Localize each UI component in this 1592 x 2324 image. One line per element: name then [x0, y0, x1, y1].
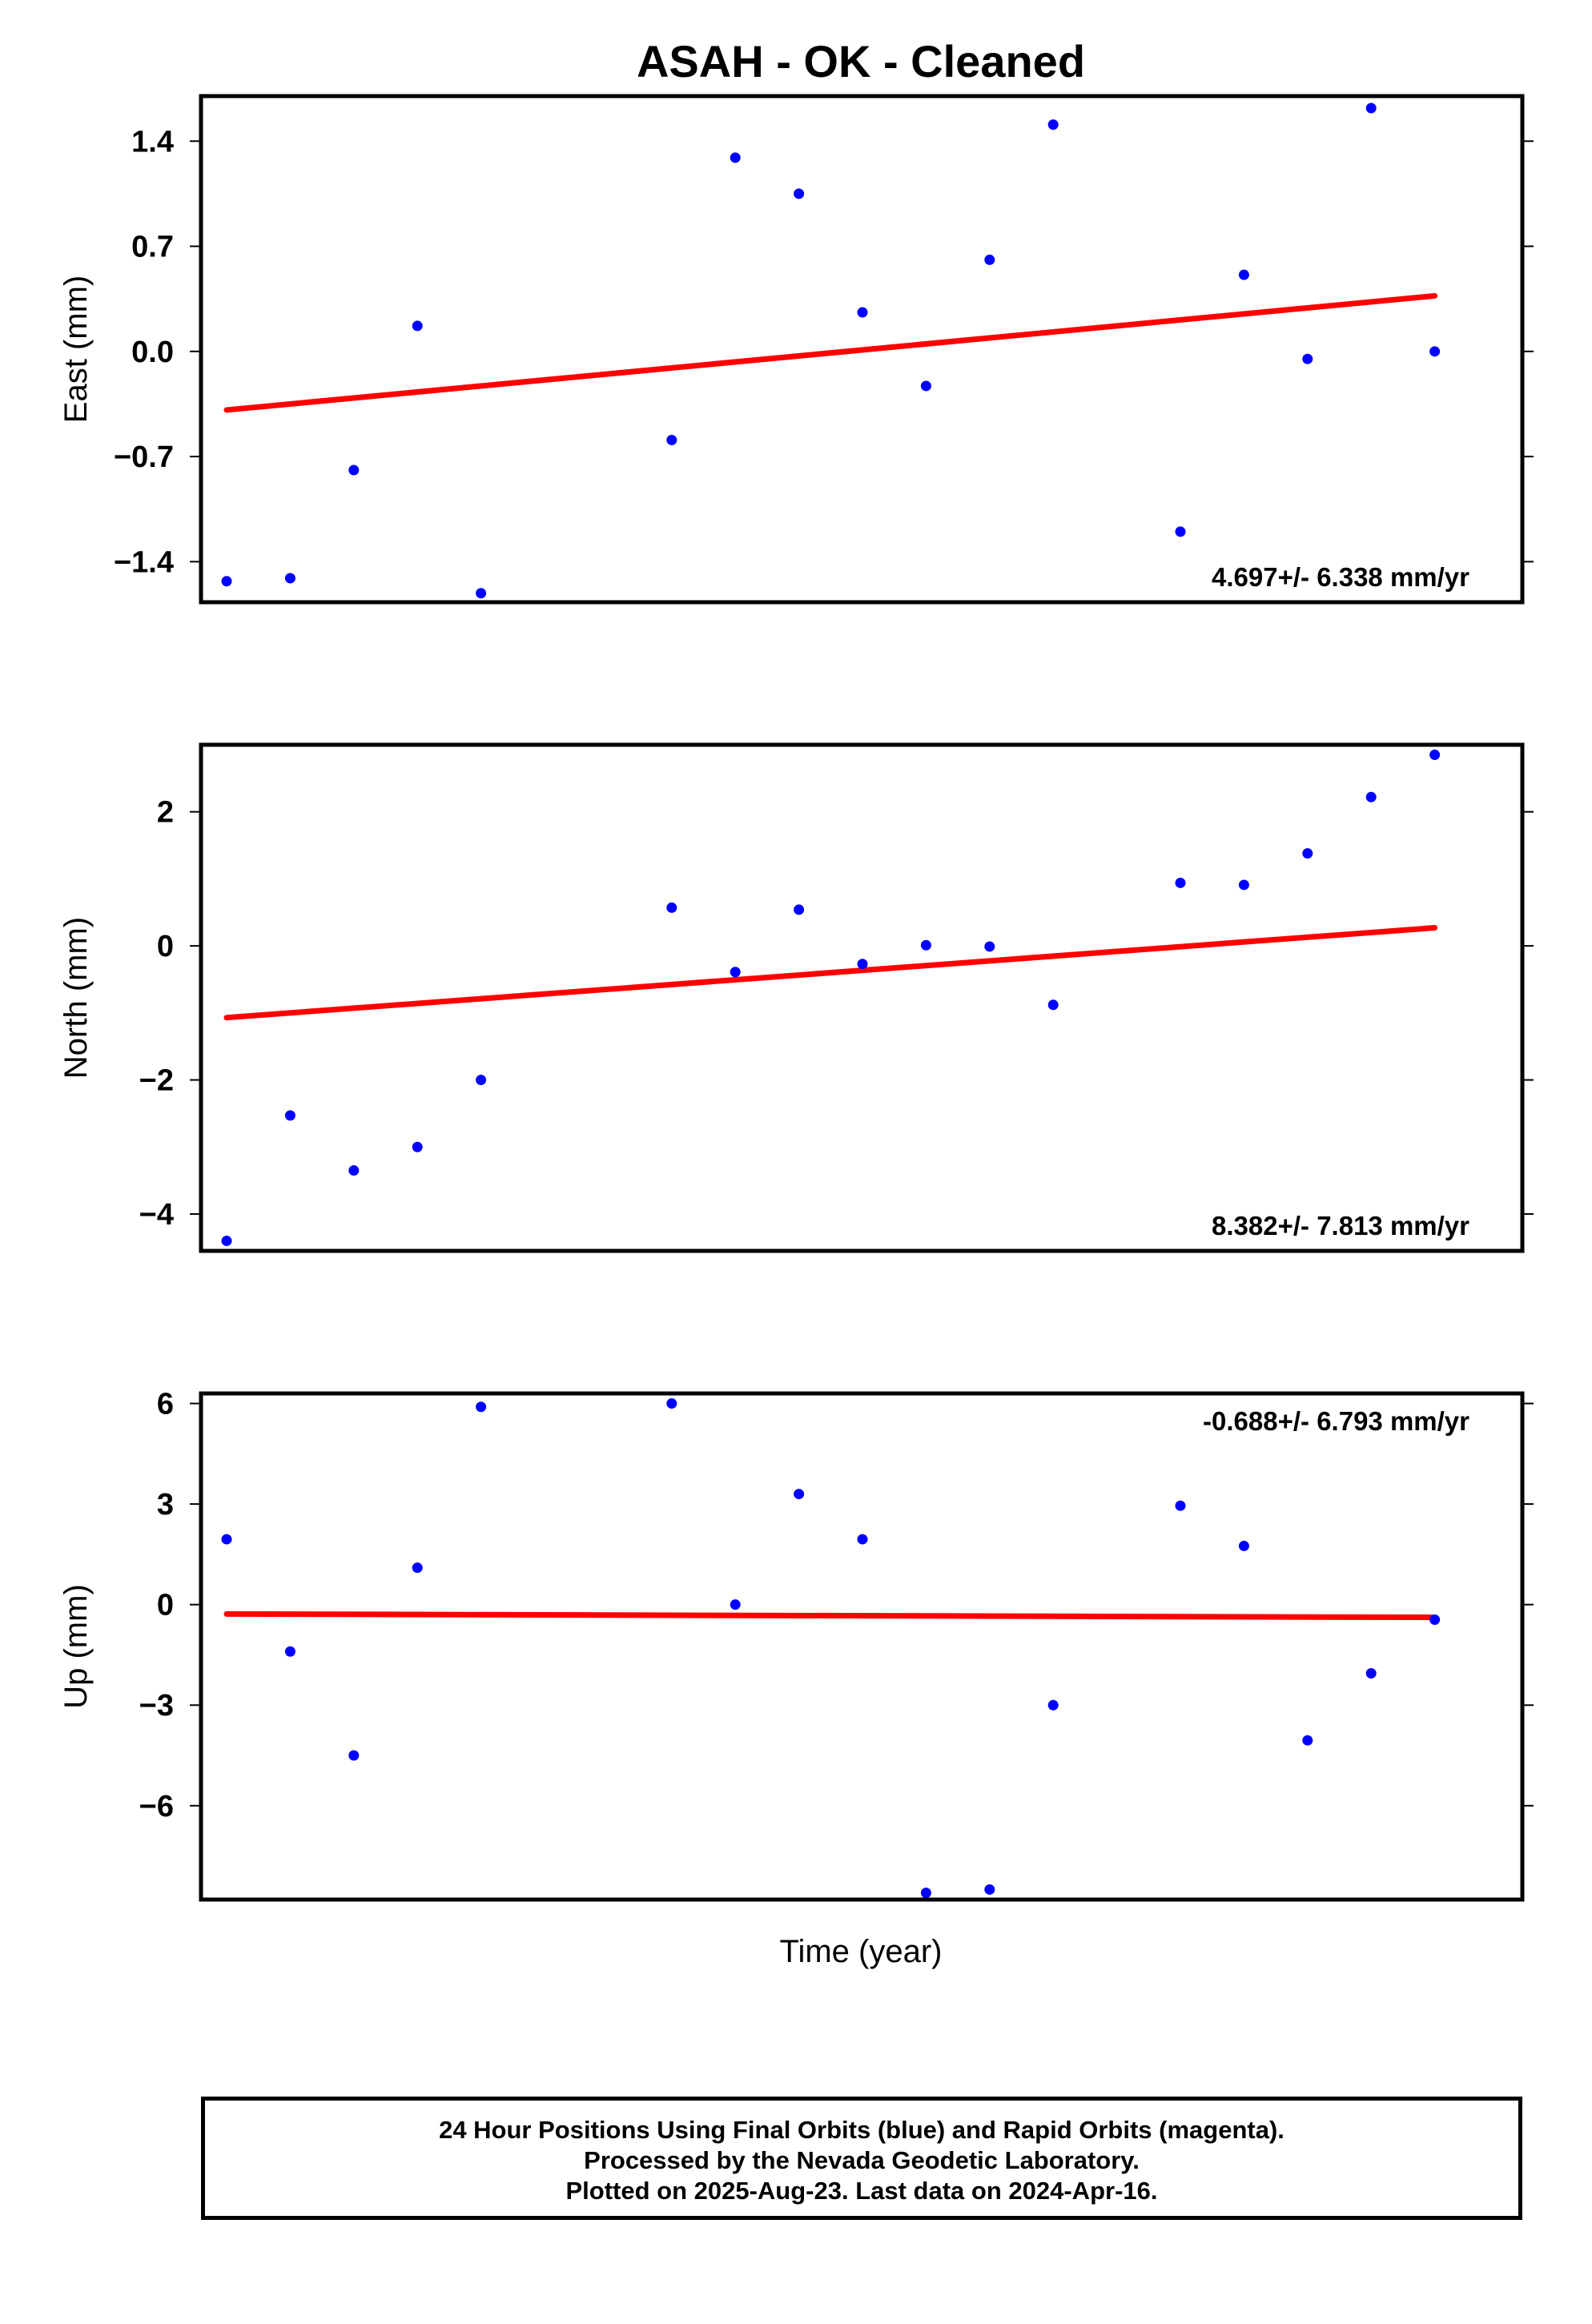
north-data-point	[666, 902, 677, 913]
up-data-point	[284, 1646, 295, 1657]
up-trend-line	[223, 1610, 1438, 1621]
east-frame	[199, 94, 1525, 605]
east-data-point	[666, 434, 677, 445]
up-ytick-label: 0	[157, 1589, 174, 1622]
north-panel: 2 0 −2 −4 North (mm) 8.382+/- 7.813 mm/yr	[58, 742, 1534, 1253]
up-data-point	[1429, 1614, 1441, 1626]
east-ytick-label: 0.7	[131, 231, 174, 264]
up-data-point	[666, 1398, 677, 1409]
east-ytick-label: 1.4	[131, 125, 174, 159]
north-data-point	[1365, 791, 1377, 802]
up-panel: 6 3 0 −3 −6 Up (mm) -0.688+/- 6.793 mm/yr	[58, 1388, 1534, 1902]
up-data-point	[1302, 1735, 1313, 1746]
east-data-point	[221, 576, 232, 587]
north-data-point	[1175, 877, 1186, 888]
east-data-point	[348, 464, 360, 476]
east-rate-label: 4.697+/- 6.338 mm/yr	[1212, 562, 1469, 592]
east-data-point	[284, 573, 295, 584]
north-data-point	[348, 1165, 360, 1176]
east-ylabel: East (mm)	[58, 275, 94, 423]
up-ytick-label: −3	[139, 1689, 174, 1723]
east-data-point	[412, 320, 423, 332]
up-data-point	[1365, 1667, 1377, 1679]
up-rate-label: -0.688+/- 6.793 mm/yr	[1203, 1406, 1469, 1436]
up-ylabel: Up (mm)	[58, 1584, 94, 1709]
east-ytick-label: −1.4	[114, 545, 174, 579]
north-frame	[199, 742, 1525, 1253]
north-data-point	[221, 1235, 232, 1246]
east-data-point	[730, 152, 741, 163]
up-data	[221, 1398, 1441, 1899]
north-rate-label: 8.382+/- 7.813 mm/yr	[1212, 1211, 1469, 1240]
up-data-point	[476, 1401, 487, 1413]
north-ytick-label: −4	[139, 1198, 174, 1232]
north-ylabel: North (mm)	[58, 917, 94, 1079]
east-data-point	[476, 588, 487, 599]
up-ytick-label: −6	[139, 1790, 174, 1823]
east-ytick-label: −0.7	[114, 440, 174, 474]
north-data-point	[1302, 848, 1313, 859]
up-data-point	[984, 1884, 995, 1895]
up-data-point	[221, 1534, 232, 1545]
up-data-point	[857, 1534, 868, 1545]
footer-line-3: Plotted on 2025-Aug-23. Last data on 202…	[565, 2177, 1158, 2205]
north-data-point	[1047, 999, 1059, 1011]
north-ytick-label: 0	[157, 930, 174, 963]
up-data-point	[1238, 1540, 1249, 1551]
up-ytick-label: 6	[157, 1388, 174, 1421]
up-data-point	[348, 1750, 360, 1761]
east-trend-line	[223, 292, 1438, 413]
up-ytick-label: 3	[157, 1488, 174, 1522]
east-panel: 1.4 0.7 0.0 −0.7 −1.4 East (mm) 4.697+/- 6.338…	[58, 94, 1534, 605]
north-data-point	[984, 941, 995, 952]
east-data-point	[857, 307, 868, 318]
east-data-point	[1302, 353, 1313, 364]
east-data-point	[1175, 526, 1186, 537]
north-data-point	[1238, 879, 1249, 891]
north-trend-line	[223, 925, 1438, 1021]
east-data-point	[920, 380, 931, 392]
north-data-point	[476, 1075, 487, 1086]
up-data-point	[794, 1489, 805, 1500]
up-frame	[199, 1391, 1525, 1902]
north-data-point	[284, 1110, 295, 1121]
footer-line-2: Processed by the Nevada Geodetic Laborat…	[584, 2146, 1140, 2174]
up-data-point	[920, 1888, 931, 1899]
east-ytick-label: 0.0	[131, 336, 174, 369]
north-data-point	[730, 967, 741, 978]
up-data-point	[1175, 1500, 1186, 1511]
north-data-point	[857, 959, 868, 970]
chart-title: ASAH - OK - Cleaned	[637, 36, 1085, 86]
east-data-point	[794, 188, 805, 199]
footer-line-1: 24 Hour Positions Using Final Orbits (bl…	[439, 2116, 1284, 2144]
north-data-point	[412, 1141, 423, 1152]
x-axis-label: Time (year)	[780, 1934, 943, 1969]
east-data-point	[1238, 269, 1249, 280]
north-data-point	[1429, 750, 1441, 761]
east-data	[221, 103, 1441, 599]
north-ytick-label: 2	[157, 796, 174, 830]
north-data-point	[794, 904, 805, 915]
east-data-point	[984, 254, 995, 265]
up-data-point	[730, 1599, 741, 1610]
up-data-point	[412, 1562, 423, 1574]
north-data	[221, 750, 1441, 1246]
east-data-point	[1047, 119, 1059, 131]
up-data-point	[1047, 1699, 1059, 1711]
east-data-point	[1365, 103, 1377, 114]
north-data-point	[920, 939, 931, 951]
footer-box: 24 Hour Positions Using Final Orbits (bl…	[201, 2097, 1522, 2220]
north-ytick-label: −2	[139, 1064, 174, 1098]
panels: 1.4 0.7 0.0 −0.7 −1.4 East (mm) 4.697+/- 6.338…	[58, 94, 1534, 1902]
east-data-point	[1429, 346, 1441, 357]
